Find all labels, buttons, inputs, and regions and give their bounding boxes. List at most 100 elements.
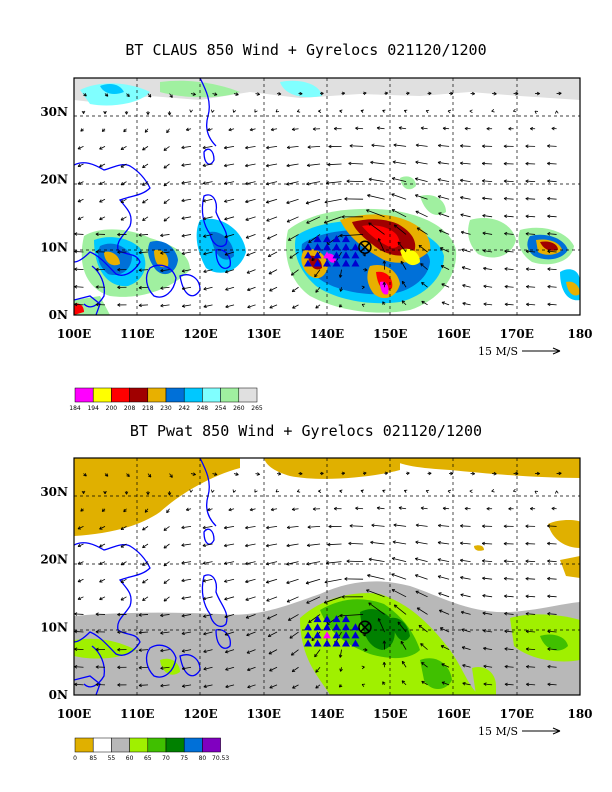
wind-vector-head	[203, 667, 207, 671]
wind-vector	[416, 227, 428, 235]
wind-vector-head	[95, 267, 99, 272]
wind-vector	[324, 198, 342, 203]
wind-vector-head	[142, 217, 146, 221]
colorbar-swatch	[220, 387, 240, 403]
wind-vector-head	[460, 610, 465, 615]
wind-vector-head	[266, 598, 270, 602]
wind-vector-head	[360, 489, 364, 493]
wind-vector	[202, 163, 213, 167]
panel2-lon-labels: 100E 110E 120E 130E 140E 150E 160E 170E 180	[57, 707, 593, 721]
wind-vector-head	[525, 576, 529, 581]
wind-vector-head	[181, 145, 185, 150]
gyre-triangle	[332, 615, 341, 623]
wind-vector	[378, 618, 385, 633]
wind-vector-head	[268, 271, 272, 275]
wind-vector	[160, 666, 170, 669]
colorbar-label: 80	[199, 755, 207, 762]
wind-vector-head	[286, 562, 290, 566]
lat-label: 20N	[40, 173, 68, 187]
wind-vector-head	[333, 506, 337, 511]
gyre-triangle	[323, 615, 331, 623]
wind-vector-head	[547, 524, 551, 528]
wind-vector	[225, 286, 235, 291]
wind-vector-head	[163, 598, 168, 602]
wind-vector	[245, 614, 256, 619]
panel1-title: BT CLAUS 850 Wind + Gyrelocs 021120/1200	[125, 41, 487, 59]
wind-vector-head	[202, 145, 206, 150]
wind-vector-head	[460, 144, 464, 148]
colorbar-label: 248	[197, 405, 209, 412]
wind-vector	[305, 198, 321, 204]
wind-vector	[224, 596, 235, 600]
wind-vector-head	[289, 255, 293, 259]
colorbar-swatch	[183, 387, 203, 403]
colorbar-label: 230	[160, 405, 172, 412]
wind-vector-head	[461, 628, 465, 632]
wind-vector-head	[202, 216, 207, 221]
wind-vector-head	[224, 269, 229, 274]
wind-vector-head	[398, 126, 402, 130]
wind-vector-head	[328, 144, 332, 149]
wind-vector-head	[464, 126, 468, 131]
gyre-triangle	[332, 259, 341, 267]
wind-vector	[203, 666, 213, 670]
wind-vector	[315, 684, 321, 689]
wind-vector	[460, 145, 471, 147]
wind-vector	[286, 181, 299, 185]
wind-vector	[266, 145, 278, 149]
wind-vector-head	[530, 126, 534, 131]
wind-vector-head	[534, 490, 538, 494]
wind-vector-head	[181, 578, 185, 583]
wind-vector	[138, 286, 149, 289]
wind-vector-head	[120, 199, 125, 203]
wind-vector	[203, 684, 213, 688]
wind-vector-head	[400, 260, 404, 265]
wind-vector-head	[74, 249, 78, 254]
wind-vector-head	[275, 489, 280, 493]
wind-vector	[377, 507, 385, 510]
wind-vector	[482, 215, 493, 218]
wind-vector-head	[249, 127, 253, 132]
lat-label: 0N	[49, 308, 68, 322]
wind-vector-head	[333, 126, 337, 131]
wind-vector-head	[245, 235, 250, 239]
wind-vector-head	[420, 263, 424, 267]
wind-vector-head	[547, 179, 551, 183]
wind-vector-head	[483, 302, 487, 306]
wind-vector	[377, 127, 385, 130]
wind-vector-head	[526, 682, 530, 687]
wind-vector-head	[224, 252, 229, 256]
wind-vector-head	[95, 682, 99, 687]
wind-vector-head	[554, 490, 559, 494]
wind-vector	[315, 666, 321, 673]
wind-vector-head	[147, 474, 152, 478]
wind-vector	[460, 559, 471, 562]
wind-vector	[547, 303, 557, 306]
colorbar-label: 70.53	[212, 755, 229, 762]
wind-vector	[348, 543, 364, 545]
wind-vector	[120, 578, 127, 583]
wind-vector	[482, 250, 493, 253]
wind-vector-head	[267, 633, 272, 638]
wind-vector	[327, 163, 342, 166]
wind-vector	[182, 666, 192, 670]
wind-vector-head	[513, 488, 517, 493]
wind-vector	[441, 301, 450, 306]
wind-vector-head	[181, 613, 185, 618]
lon-label: 150E	[373, 707, 407, 721]
wind-vector	[247, 666, 256, 671]
wind-vector-head	[210, 489, 215, 493]
wind-vector-head	[81, 110, 86, 114]
wind-vector	[420, 507, 428, 510]
wind-vector	[415, 178, 428, 182]
wind-vector-head	[367, 194, 371, 198]
wind-vector-head	[361, 303, 366, 308]
wind-vector-head	[123, 508, 127, 513]
wind-vector	[99, 526, 106, 530]
wind-vector-head	[299, 471, 303, 476]
wind-vector-head	[391, 589, 396, 593]
panel2-lat-labels: 30N 20N 10N 0N	[40, 485, 68, 702]
panel1-lon-labels: 100E 110E 120E 130E 140E 150E 160E 170E 180	[57, 327, 593, 341]
wind-vector-head	[503, 196, 507, 201]
wind-vector	[142, 163, 149, 169]
